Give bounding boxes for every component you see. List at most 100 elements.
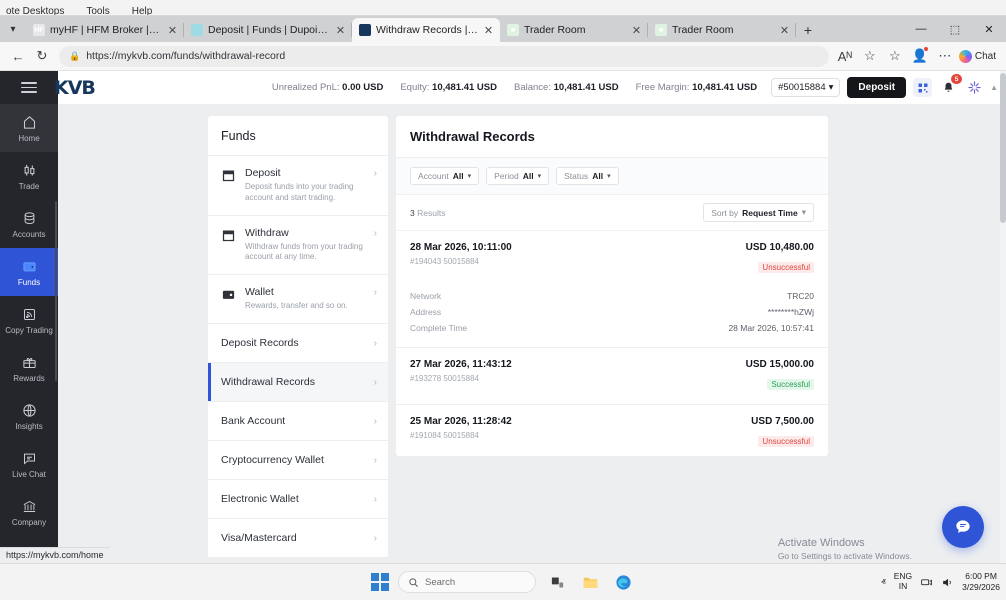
chevron-down-icon: ▾ — [828, 82, 834, 93]
browser-tab-4[interactable]: ■ Trader Room ✕ — [500, 18, 648, 42]
filter-period[interactable]: Period All ▾ — [486, 167, 550, 185]
broadcast-icon — [22, 306, 37, 323]
filter-label: Status — [564, 171, 589, 181]
tray-overflow-icon[interactable]: ⱏ — [881, 576, 886, 587]
page-scrollbar[interactable] — [1000, 71, 1006, 563]
funds-link-electronic-wallet[interactable]: Electronic Wallet › — [208, 480, 388, 519]
favorite-star-icon[interactable]: ☆ — [864, 48, 876, 63]
sidebar-item-rewards[interactable]: Rewards — [0, 344, 58, 392]
account-selector[interactable]: #50015884 ▾ — [771, 78, 841, 97]
taskbar-center-group: Search — [371, 571, 635, 593]
menu-item-remote-desktops[interactable]: ote Desktops — [6, 6, 65, 16]
browser-tab-3-active[interactable]: Withdraw Records | Funds | KVB Tr ✕ — [352, 18, 500, 42]
wallet-icon — [221, 287, 236, 302]
filter-value: All — [452, 171, 464, 181]
sidebar-item-label: Insights — [15, 421, 43, 431]
menu-item-tools[interactable]: Tools — [86, 6, 110, 16]
record-amount: USD 7,500.00 — [751, 416, 814, 427]
funds-link-cryptocurrency-wallet[interactable]: Cryptocurrency Wallet › — [208, 441, 388, 480]
sidebar-item-company[interactable]: Company — [0, 488, 58, 536]
browser-tab-2[interactable]: Deposit | Funds | Dupoin Client Ar ✕ — [184, 18, 352, 42]
stat-unrealized-pnl: Unrealized PnL: 0.00 USD — [271, 82, 384, 93]
sidebar-item-copy-trading[interactable]: Copy Trading — [0, 296, 58, 344]
record-row[interactable]: 27 Mar 2026, 11:43:12 #193278 50015884 U… — [396, 348, 828, 405]
file-explorer-icon[interactable] — [578, 571, 602, 593]
network-icon[interactable] — [920, 576, 933, 589]
results-bar: 3 Results Sort by Request Time ▾ — [396, 194, 828, 231]
sidebar-item-accounts[interactable]: Accounts — [0, 200, 58, 248]
scroll-up-icon[interactable]: ▲ — [990, 83, 998, 92]
close-icon[interactable]: ✕ — [335, 24, 346, 37]
close-icon[interactable]: ✕ — [167, 24, 178, 37]
funds-action-withdraw[interactable]: Withdraw Withdraw funds from your tradin… — [208, 216, 388, 276]
funds-link-deposit-records[interactable]: Deposit Records › — [208, 324, 388, 363]
detail-value: ********hZWj — [767, 307, 814, 317]
page-viewport: Home Trade Accounts Funds — [0, 71, 1006, 563]
taskbar-search-input[interactable]: Search — [398, 571, 536, 593]
record-row[interactable]: 28 Mar 2026, 10:11:00 #194043 50015884 U… — [396, 231, 828, 348]
apps-grid-icon[interactable] — [965, 78, 984, 97]
close-icon[interactable]: ✕ — [483, 24, 494, 37]
kvb-icon — [359, 24, 371, 36]
funds-link-bank-account[interactable]: Bank Account › — [208, 402, 388, 441]
copilot-chat-button[interactable]: Chat — [958, 49, 1000, 63]
funds-action-text: Withdraw Withdraw funds from your tradin… — [245, 227, 365, 264]
sort-by-selector[interactable]: Sort by Request Time ▾ — [703, 203, 814, 222]
minimize-button[interactable]: — — [915, 23, 927, 35]
chevron-down-icon: ▾ — [801, 207, 806, 217]
funds-action-wallet[interactable]: Wallet Rewards, transfer and so on. › — [208, 275, 388, 324]
address-input[interactable]: 🔒 https://mykvb.com/funds/withdrawal-rec… — [59, 45, 829, 67]
new-tab-button[interactable]: + — [803, 22, 813, 38]
live-chat-button[interactable] — [942, 506, 984, 548]
sidebar-item-home[interactable]: Home — [0, 104, 58, 152]
task-view-icon[interactable] — [545, 571, 569, 593]
scrollbar-thumb[interactable] — [1000, 73, 1006, 223]
read-aloud-icon[interactable]: Aᴺ — [837, 48, 852, 64]
back-icon[interactable]: ← — [11, 48, 25, 64]
globe-icon — [22, 402, 37, 419]
close-icon[interactable]: ✕ — [631, 24, 642, 37]
record-reference: #191084 50015884 — [410, 431, 479, 440]
sidebar-item-trade[interactable]: Trade — [0, 152, 58, 200]
clock[interactable]: 6:00 PM 3/29/2026 — [962, 571, 1000, 593]
funds-action-deposit[interactable]: Deposit Deposit funds into your trading … — [208, 156, 388, 216]
results-count-number: 3 — [410, 207, 415, 218]
funds-action-name: Deposit — [245, 167, 281, 179]
refresh-icon[interactable]: ↻ — [36, 48, 48, 63]
stat-equity: Equity: 10,481.41 USD — [400, 82, 497, 93]
kvb-logo: KVB — [54, 76, 96, 99]
sidebar-scrollbar[interactable] — [55, 201, 57, 381]
deposit-button[interactable]: Deposit — [847, 77, 907, 98]
menu-item-help[interactable]: Help — [131, 6, 153, 16]
search-icon — [408, 577, 419, 588]
sidebar-item-label: Live Chat — [12, 469, 46, 479]
tab-list-chevron-icon[interactable]: ▾ — [10, 23, 16, 35]
funds-link-withdrawal-records[interactable]: Withdrawal Records › — [208, 362, 388, 402]
profile-avatar-icon[interactable]: 👤 — [909, 44, 931, 68]
funds-action-name: Withdraw — [245, 226, 289, 239]
browser-tab-5[interactable]: ■ Trader Room ✕ — [648, 18, 796, 42]
edge-browser-icon[interactable] — [611, 571, 635, 593]
filter-status[interactable]: Status All ▾ — [556, 167, 619, 185]
funds-link-visa-mastercard[interactable]: Visa/Mastercard › — [208, 519, 388, 558]
sidebar-item-funds[interactable]: Funds — [0, 248, 58, 296]
qr-code-icon[interactable] — [913, 78, 933, 97]
collections-icon[interactable]: ☆ — [889, 48, 901, 63]
funds-action-text: Wallet Rewards, transfer and so on. — [245, 286, 365, 312]
sidebar-menu-button[interactable] — [0, 71, 58, 104]
settings-more-icon[interactable]: ⋯ — [938, 48, 952, 63]
record-row[interactable]: 25 Mar 2026, 11:28:42 #191084 50015884 U… — [396, 405, 828, 456]
windows-start-icon[interactable] — [371, 573, 389, 591]
sidebar-item-insights[interactable]: Insights — [0, 392, 58, 440]
bell-icon[interactable]: 5 — [939, 74, 963, 97]
sidebar-item-live-chat[interactable]: Live Chat — [0, 440, 58, 488]
language-indicator[interactable]: ENG IN — [893, 571, 913, 591]
window-close-button[interactable]: ✕ — [984, 23, 994, 36]
record-amount: USD 10,480.00 — [745, 242, 814, 253]
close-icon[interactable]: ✕ — [779, 24, 790, 37]
volume-icon[interactable] — [941, 576, 954, 589]
funds-panel-title: Funds — [208, 116, 388, 156]
filter-account[interactable]: Account All ▾ — [410, 167, 480, 185]
maximize-button[interactable]: ⬚ — [949, 23, 961, 36]
browser-tab-1[interactable]: HF myHF | HFM Broker | Login ✕ — [26, 18, 184, 42]
